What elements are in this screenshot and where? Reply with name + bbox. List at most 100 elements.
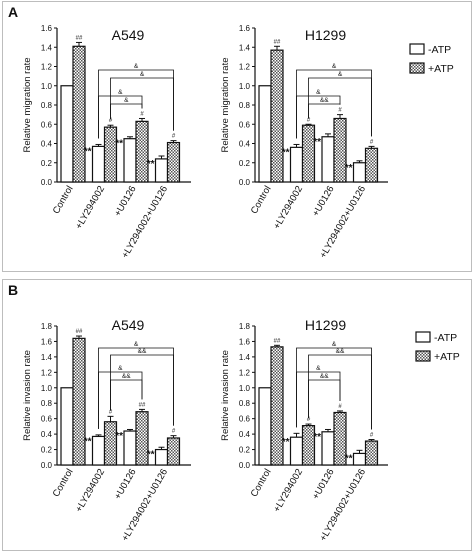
significance-label: #: [307, 417, 311, 423]
category-label: Control: [249, 467, 274, 499]
significance-label: ##: [76, 329, 83, 335]
y-tick-label: 0.0: [239, 178, 251, 187]
bar: [258, 387, 272, 466]
significance-label: #: [370, 139, 374, 145]
bracket-label: &&: [320, 97, 329, 104]
significance-label: #: [172, 134, 176, 140]
bar: [352, 162, 367, 183]
category-label: +U0126: [112, 184, 138, 219]
significance-label: #: [140, 111, 144, 117]
bar: [166, 437, 181, 466]
category-label: +U0126: [310, 467, 336, 502]
bar: [289, 146, 304, 183]
y-tick-label: 1.6: [239, 24, 251, 33]
y-tick-label: 0.2: [41, 446, 53, 455]
bar: [123, 430, 137, 466]
comparison-bracket: [110, 103, 143, 120]
category-label: +LY294002: [73, 467, 107, 514]
y-tick-label: 1.2: [239, 368, 251, 377]
y-axis-label: Relative migration rate: [220, 57, 231, 152]
significance-label: #: [172, 429, 176, 435]
significance-label: **: [84, 436, 92, 447]
bracket-label: &: [124, 97, 129, 104]
bar: [154, 448, 169, 466]
bar: [321, 136, 335, 183]
y-tick-label: 1.6: [41, 24, 53, 33]
category-label: +LY294002: [271, 467, 305, 514]
chart-title: A549: [112, 317, 145, 333]
legend-label: -ATP: [434, 332, 457, 344]
bar: [301, 124, 316, 183]
y-tick-label: 1.0: [239, 384, 251, 393]
y-tick-label: 1.8: [239, 322, 251, 331]
chart-2: A549 0.0 0.2 0.4 0.6 0.8 1.0 1.2 1.4 1.6 1.8 Relati…: [22, 317, 191, 543]
legend-a: -ATP +ATP: [409, 43, 454, 75]
y-tick-label: 1.2: [239, 63, 251, 72]
comparison-bracket: [98, 95, 143, 139]
y-tick-label: 1.4: [41, 43, 53, 52]
bracket-label: &: [134, 341, 139, 348]
bar: [289, 436, 304, 466]
chart-title: A549: [112, 27, 145, 43]
panel-a-frame: [2, 1, 472, 272]
legend-swatch: [409, 62, 425, 74]
legend-label: -ATP: [428, 44, 451, 56]
comparison-bracket: [110, 77, 174, 131]
y-axis-label: Relative invasion rate: [220, 350, 231, 441]
bracket-label: &: [134, 63, 139, 70]
bar: [123, 138, 137, 183]
y-tick-label: 0.4: [41, 140, 53, 149]
y-tick-label: 0.0: [41, 178, 53, 187]
y-tick-label: 1.4: [41, 353, 53, 362]
significance-label: #: [307, 117, 311, 123]
legend-swatch: [409, 43, 425, 55]
legend-label: +ATP: [428, 63, 454, 75]
significance-label: **: [115, 139, 123, 150]
category-label: +U0126: [112, 467, 138, 502]
chart-title: H1299: [305, 27, 346, 43]
bar: [91, 435, 106, 466]
bracket-label: &: [140, 71, 145, 78]
y-tick-label: 0.4: [239, 430, 251, 439]
bar: [352, 452, 367, 466]
significance-label: **: [115, 431, 123, 442]
panel-letter-a: A: [8, 4, 19, 20]
category-label: Control: [51, 467, 76, 499]
category-label: +LY294002: [73, 184, 107, 231]
bar: [60, 387, 74, 466]
y-tick-label: 1.0: [41, 82, 53, 91]
bar: [72, 45, 86, 183]
bracket-label: &: [118, 365, 123, 372]
y-tick-label: 0.6: [41, 415, 53, 424]
y-tick-label: 1.8: [41, 322, 53, 331]
y-tick-label: 0.8: [239, 399, 251, 408]
significance-label: **: [282, 437, 290, 448]
bracket-label: &: [332, 341, 337, 348]
bracket-label: &&: [320, 373, 329, 380]
significance-label: ##: [274, 39, 281, 45]
y-tick-label: 0.6: [239, 120, 251, 129]
bar: [258, 85, 272, 183]
significance-label: ##: [76, 35, 83, 41]
significance-label: **: [345, 163, 353, 174]
significance-label: #: [109, 118, 113, 124]
significance-label: #: [338, 108, 342, 114]
y-tick-label: 0.2: [239, 446, 251, 455]
y-tick-label: 1.4: [239, 43, 251, 52]
comparison-bracket: [296, 95, 341, 139]
bracket-label: &: [316, 89, 321, 96]
bar: [166, 141, 181, 183]
y-tick-label: 1.6: [239, 337, 251, 346]
significance-label: #: [338, 404, 342, 410]
significance-label: **: [313, 432, 321, 443]
significance-label: **: [147, 159, 155, 170]
significance-label: **: [84, 146, 92, 157]
significance-label: ##: [139, 402, 146, 408]
panel-b-frame: [2, 279, 472, 551]
bracket-label: &: [332, 63, 337, 70]
chart-3: H1299 0.0 0.2 0.4 0.6 0.8 1.0 1.2 1.4 1.6 1.8 Relat…: [220, 317, 388, 543]
significance-label: #: [109, 409, 113, 415]
significance-label: #: [370, 433, 374, 439]
